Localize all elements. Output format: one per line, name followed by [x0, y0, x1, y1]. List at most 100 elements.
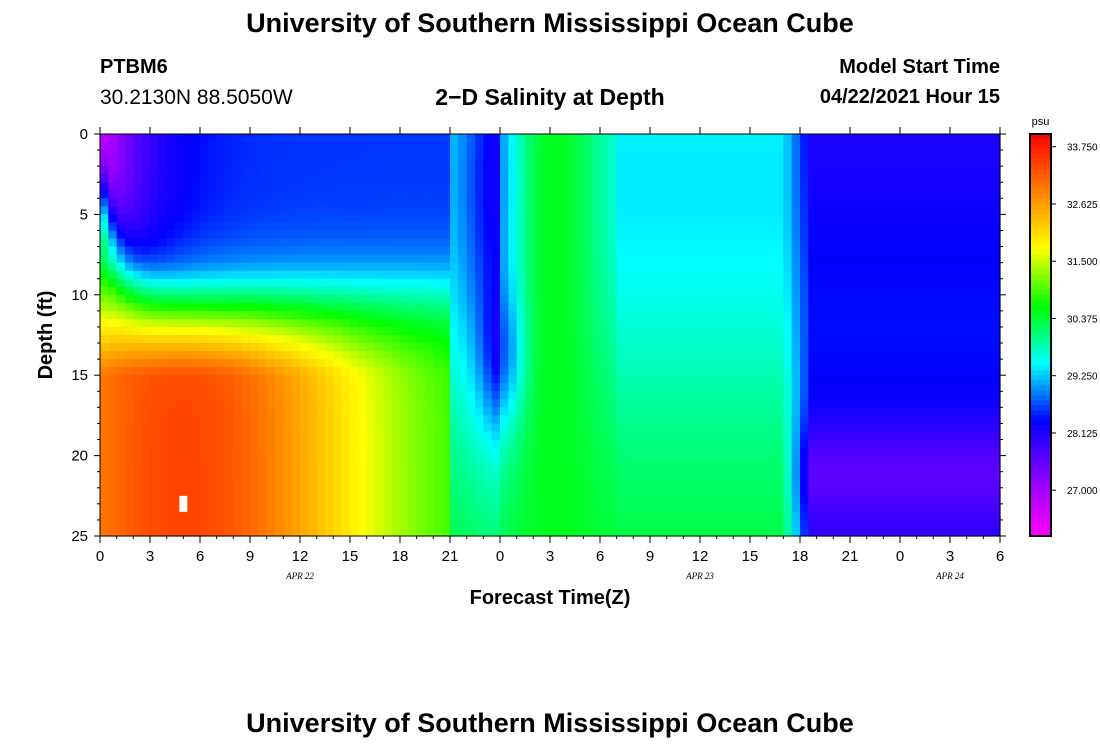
- heatmap-cell: [408, 399, 418, 408]
- heatmap-cell: [100, 511, 109, 521]
- heatmap-cell: [841, 294, 851, 304]
- heatmap-cell: [616, 479, 626, 489]
- heatmap-cell: [366, 431, 376, 441]
- heatmap-cell: [691, 190, 701, 199]
- heatmap-cell: [558, 166, 568, 175]
- heatmap-cell: [408, 326, 418, 336]
- heatmap-cell: [833, 455, 843, 465]
- heatmap-cell: [666, 367, 676, 376]
- heatmap-cell: [683, 182, 693, 191]
- heatmap-cell: [633, 302, 643, 312]
- heatmap-cell: [366, 343, 376, 352]
- heatmap-cell: [366, 294, 376, 304]
- heatmap-cell: [116, 134, 126, 143]
- heatmap-cell: [716, 318, 726, 328]
- heatmap-cell: [166, 150, 176, 159]
- heatmap-cell: [100, 318, 109, 328]
- heatmap-cell: [358, 286, 368, 296]
- heatmap-cell: [466, 142, 476, 151]
- heatmap-cell: [233, 142, 243, 151]
- heatmap-cell: [433, 455, 443, 465]
- heatmap-cell: [416, 262, 426, 272]
- heatmap-cell: [316, 254, 326, 264]
- heatmap-cell: [850, 286, 859, 296]
- heatmap-cell: [716, 286, 726, 296]
- heatmap-cell: [875, 359, 884, 368]
- heatmap-cell: [816, 527, 826, 537]
- heatmap-cell: [300, 351, 309, 360]
- heatmap-cell: [525, 222, 534, 232]
- heatmap-cell: [825, 158, 834, 167]
- heatmap-cell: [250, 222, 259, 232]
- heatmap-cell: [191, 455, 201, 465]
- heatmap-cell: [558, 471, 568, 481]
- heatmap-cell: [666, 519, 676, 529]
- heatmap-cell: [700, 302, 709, 312]
- heatmap-cell: [716, 254, 726, 264]
- heatmap-cell: [383, 326, 393, 336]
- heatmap-cell: [758, 479, 768, 489]
- heatmap-cell: [791, 407, 801, 416]
- heatmap-cell: [466, 423, 476, 433]
- heatmap-cell: [850, 399, 859, 408]
- heatmap-cell: [200, 230, 209, 240]
- heatmap-cell: [550, 407, 559, 416]
- heatmap-cell: [500, 278, 509, 288]
- heatmap-cell: [200, 278, 209, 288]
- heatmap-cell: [833, 503, 843, 513]
- heatmap-cell: [566, 511, 576, 521]
- heatmap-cell: [333, 198, 343, 207]
- heatmap-cell: [925, 391, 934, 400]
- heatmap-cell: [191, 246, 201, 256]
- heatmap-cell: [550, 383, 559, 392]
- heatmap-cell: [841, 286, 851, 296]
- heatmap-cell: [383, 343, 393, 352]
- heatmap-cell: [816, 455, 826, 465]
- heatmap-cell: [516, 447, 526, 457]
- heatmap-cell: [733, 238, 743, 248]
- heatmap-cell: [166, 262, 176, 272]
- heatmap-cell: [616, 343, 626, 352]
- heatmap-cell: [925, 318, 934, 328]
- heatmap-cell: [591, 134, 601, 143]
- heatmap-cell: [125, 375, 134, 384]
- heatmap-cell: [725, 375, 734, 384]
- heatmap-cell: [216, 527, 226, 537]
- heatmap-cell: [133, 318, 143, 328]
- heatmap-cell: [483, 286, 493, 296]
- heatmap-cell: [725, 455, 734, 465]
- heatmap-cell: [550, 158, 559, 167]
- heatmap-cell: [141, 190, 151, 199]
- heatmap-cell: [441, 399, 451, 408]
- heatmap-cell: [491, 415, 501, 425]
- heatmap-cell: [666, 495, 676, 505]
- heatmap-cell: [516, 142, 526, 151]
- heatmap-cell: [466, 399, 476, 408]
- heatmap-cell: [191, 206, 201, 215]
- heatmap-cell: [608, 351, 618, 360]
- heatmap-cell: [191, 335, 201, 344]
- heatmap-cell: [641, 270, 651, 280]
- heatmap-cell: [200, 142, 209, 151]
- heatmap-cell: [375, 198, 384, 207]
- heatmap-cell: [641, 142, 651, 151]
- heatmap-cell: [158, 487, 168, 497]
- heatmap-cell: [125, 335, 134, 344]
- heatmap-cell: [425, 383, 434, 392]
- heatmap-cell: [125, 343, 134, 352]
- heatmap-cell: [208, 206, 218, 215]
- heatmap-cell: [591, 503, 601, 513]
- heatmap-cell: [758, 262, 768, 272]
- heatmap-cell: [600, 230, 609, 240]
- heatmap-cell: [391, 431, 401, 441]
- heatmap-cell: [475, 359, 484, 368]
- heatmap-cell: [833, 479, 843, 489]
- heatmap-cell: [150, 166, 159, 175]
- heatmap-cell: [400, 511, 409, 521]
- heatmap-cell: [833, 214, 843, 224]
- heatmap-cell: [541, 254, 551, 264]
- heatmap-cell: [575, 471, 584, 481]
- heatmap-cell: [758, 142, 768, 151]
- heatmap-cell: [250, 359, 259, 368]
- heatmap-cell: [533, 206, 543, 215]
